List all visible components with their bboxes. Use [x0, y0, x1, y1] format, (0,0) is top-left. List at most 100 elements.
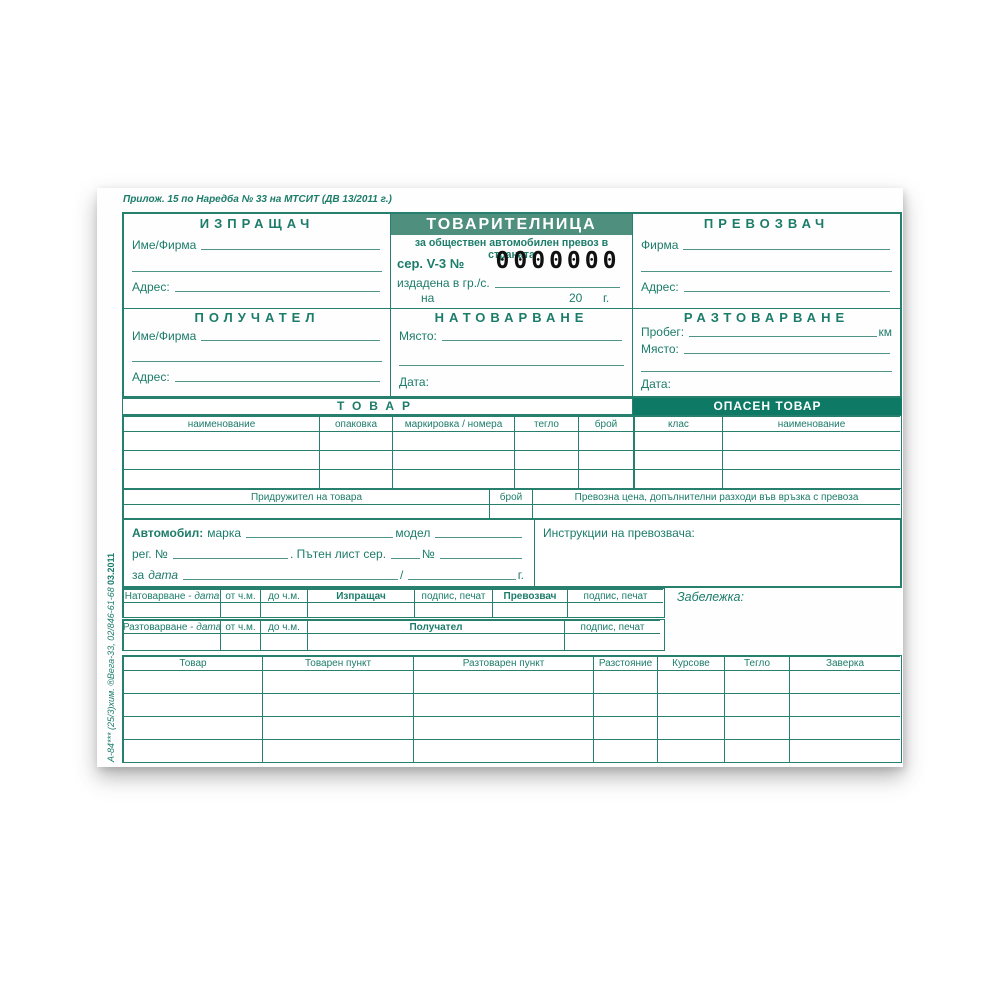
year-suffix: г.: [603, 291, 610, 305]
dangerous-col-header: наименование: [722, 416, 900, 431]
ruled-line: [172, 558, 289, 559]
carrier-name-label: Фирма: [641, 238, 679, 252]
empty-cell: [789, 693, 900, 716]
loading-title: НАТОВАРВАНЕ: [434, 310, 589, 325]
edition-imprint: 03.2011: [106, 552, 116, 585]
empty-cell: [593, 670, 657, 693]
dangerous-col-header: клас: [633, 416, 722, 431]
sender-sign-header: Изпращач: [307, 589, 414, 602]
loading-row-label: Натоварване - дата: [123, 589, 220, 602]
loading-prefix: Натоварване -: [124, 590, 192, 602]
empty-cell: [722, 450, 900, 469]
stamp-header: подпис, печат: [564, 620, 660, 633]
ruled-line: [399, 365, 624, 366]
empty-cell: [567, 602, 663, 617]
empty-cell: [414, 602, 492, 617]
vehicle-section: Автомобил: марка модел рег. № . Пътен ли…: [124, 520, 534, 586]
empty-cell: [413, 739, 593, 762]
empty-cell: [593, 739, 657, 762]
receiver-section: ПОЛУЧАТЕЛ Име/Фирма Адрес:: [124, 308, 390, 396]
trips-col-header: Тегло: [724, 656, 789, 670]
mileage-unit: км: [878, 325, 893, 339]
carriage-price-header: Превозна цена, допълнителни разходи във …: [532, 489, 900, 504]
empty-cell: [123, 739, 262, 762]
empty-cell: [319, 450, 392, 469]
receiver-name-row: Име/Фирма: [132, 329, 382, 343]
issued-label: издадена в гр./с.: [397, 276, 490, 290]
sender-name-label: Име/Фирма: [132, 238, 197, 252]
slash: /: [399, 568, 404, 582]
vehicle-reg-label: рег. №: [132, 547, 168, 561]
unloading-row-label: Разтоварване - дата: [123, 620, 220, 633]
receiver-address-row: Адрес:: [132, 370, 382, 384]
empty-cell: [123, 469, 319, 489]
trips-col-header: Заверка: [789, 656, 900, 670]
empty-cell: [392, 431, 514, 450]
stamp-header: подпис, печат: [567, 589, 663, 602]
serial-number: 0000000: [495, 248, 621, 274]
empty-cell: [722, 469, 900, 489]
ruled-line: [683, 353, 890, 354]
empty-cell: [260, 633, 307, 650]
empty-cell: [633, 469, 722, 489]
unloading-title: РАЗТОВАРВАНЕ: [683, 310, 850, 325]
empty-cell: [657, 670, 724, 693]
waybill-form-paper: Прилож. 15 по Наредба № 33 на МТСИТ (ДВ …: [97, 188, 903, 767]
ruled-line: [132, 271, 382, 272]
waybill-title-bar: ТОВАРИТЕЛНИЦА: [391, 214, 632, 235]
printer-imprint: А-84*** (25/3)хим. ®Вега-33, 02/846-61-6…: [106, 587, 116, 762]
ruled-line: [174, 381, 380, 382]
sender-address-label: Адрес:: [132, 280, 170, 294]
trips-col-header: Товарен пункт: [262, 656, 413, 670]
instructions-section: Инструкции на превозвача:: [534, 520, 900, 586]
empty-cell: [514, 450, 578, 469]
cargo-band: ТОВАР: [122, 398, 633, 415]
to-hour-header: до ч.м.: [260, 620, 307, 633]
roadlist-label: . Пътен лист сер.: [290, 547, 387, 561]
ruled-line: [201, 249, 380, 250]
waybill-title-section: ТОВАРИТЕЛНИЦА за обществен автомобилен п…: [390, 214, 632, 308]
year-prefix: 20: [569, 291, 583, 305]
date-word: дата: [148, 568, 179, 582]
ruled-line: [683, 249, 890, 250]
receiver-title: ПОЛУЧАТЕЛ: [194, 310, 320, 325]
empty-cell: [578, 469, 633, 489]
series-label: сер. V-3 №: [397, 256, 465, 271]
ruled-line: [441, 340, 622, 341]
cargo-col-header: опаковка: [319, 416, 392, 431]
parties-block: ИЗПРАЩАЧ Име/Фирма Адрес: ТОВАРИТЕЛНИЦА …: [122, 212, 902, 398]
empty-cell: [492, 602, 567, 617]
empty-cell: [789, 670, 900, 693]
unloading-place-row: Място:: [641, 342, 892, 356]
carrier-address-label: Адрес:: [641, 280, 679, 294]
vehicle-model-label: модел: [395, 526, 431, 540]
vehicle-make-row: Автомобил: марка модел: [132, 526, 524, 540]
empty-cell: [123, 602, 220, 617]
empty-cell: [319, 469, 392, 489]
trips-table: Товар Товарен пункт Разтоварен пункт Раз…: [122, 655, 902, 763]
loading-date-label: Дата:: [399, 375, 429, 389]
ruled-line: [689, 336, 877, 337]
empty-cell: [262, 693, 413, 716]
empty-cell: [724, 716, 789, 739]
instructions-label: Инструкции на превозвача:: [543, 526, 695, 540]
empty-cell: [657, 716, 724, 739]
waybill-subtitle: за обществен автомобилен превоз в страна…: [414, 237, 609, 261]
empty-cell: [657, 693, 724, 716]
date-word: дата: [194, 590, 220, 602]
carrier-section: ПРЕВОЗВАЧ Фирма Адрес:: [632, 214, 900, 308]
escort-count-header: брой: [489, 489, 532, 504]
empty-cell: [413, 716, 593, 739]
cargo-title: ТОВАР: [336, 399, 419, 413]
year-label: г.: [517, 568, 524, 582]
issued-row: издадена в гр./с.: [397, 276, 622, 290]
cargo-col-header: брой: [578, 416, 633, 431]
empty-cell: [633, 431, 722, 450]
cargo-table: наименование опаковка маркировка / номер…: [122, 415, 902, 490]
empty-cell: [260, 602, 307, 617]
ruled-line: [183, 579, 398, 580]
empty-cell: [722, 431, 900, 450]
date-word: дата: [196, 621, 220, 633]
carrier-name-row: Фирма: [641, 238, 892, 252]
empty-cell: [789, 739, 900, 762]
